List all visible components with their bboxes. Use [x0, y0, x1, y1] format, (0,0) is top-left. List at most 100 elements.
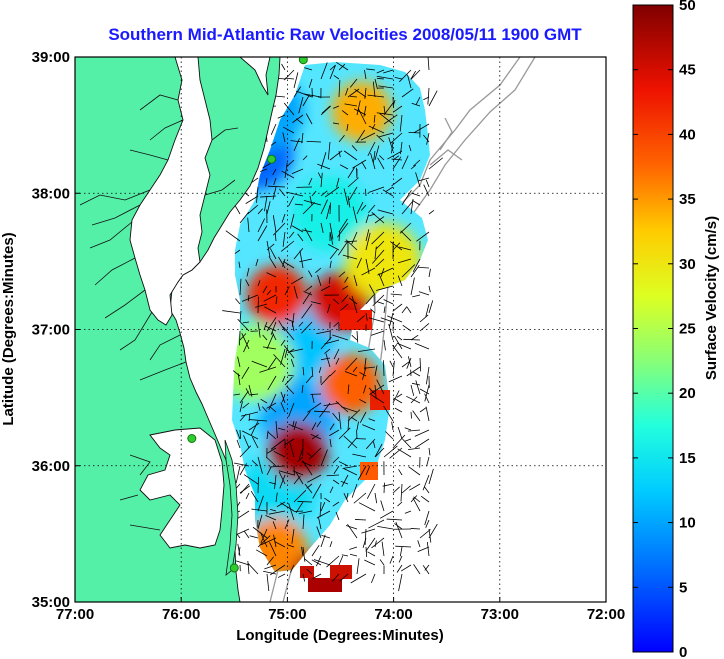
velocity-vectors	[222, 57, 444, 592]
velocity-vector	[412, 410, 421, 422]
velocity-vector	[286, 191, 304, 197]
velocity-vector	[419, 314, 429, 323]
velocity-vector	[383, 445, 398, 458]
velocity-vector	[410, 164, 416, 170]
velocity-vector	[392, 434, 406, 449]
velocity-vector	[309, 195, 313, 206]
velocity-vector	[410, 528, 421, 530]
velocity-vector	[357, 465, 367, 481]
velocity-vector	[262, 285, 268, 294]
velocity-vector	[379, 155, 385, 161]
velocity-vector	[424, 486, 430, 494]
velocity-vector	[393, 105, 403, 113]
velocity-vector	[273, 450, 286, 458]
velocity-vector	[239, 485, 251, 494]
velocity-vector	[412, 294, 421, 298]
velocity-vector	[323, 402, 340, 407]
velocity-vector	[308, 270, 313, 278]
velocity-vector	[374, 492, 378, 504]
velocity-vector	[374, 365, 378, 377]
velocity-vector	[317, 516, 322, 530]
velocity-vector	[332, 412, 340, 422]
velocity-vector	[279, 474, 286, 489]
velocity-vector	[341, 294, 349, 303]
velocity-vector	[365, 214, 370, 224]
velocity-vector	[320, 172, 323, 188]
velocity-vector	[375, 447, 385, 458]
velocity-vector	[371, 537, 385, 549]
velocity-vector	[264, 306, 277, 314]
colorbar-tick-label: 50	[679, 0, 696, 14]
velocity-vector	[401, 306, 408, 314]
velocity-vector	[302, 460, 313, 476]
velocity-vector	[338, 555, 344, 566]
velocity-vector	[383, 482, 385, 494]
velocity-vector	[388, 375, 403, 383]
velocity-vector	[428, 468, 434, 485]
velocity-vector	[356, 257, 362, 269]
velocity-vector	[263, 570, 277, 575]
velocity-vector	[251, 436, 259, 449]
velocity-vector	[305, 285, 313, 292]
velocity-vector	[250, 490, 259, 503]
velocity-cell	[268, 422, 329, 483]
velocity-vector	[356, 315, 365, 323]
velocity-vector	[310, 301, 322, 305]
velocity-vector	[332, 456, 340, 464]
velocity-vector	[397, 275, 403, 287]
velocity-vector	[370, 153, 376, 170]
velocity-vector	[329, 64, 336, 71]
velocity-vector	[267, 431, 277, 440]
velocity-vector	[275, 420, 278, 439]
velocity-vector	[340, 480, 349, 485]
velocity-vector	[414, 429, 430, 437]
velocity-vector	[352, 366, 358, 373]
velocity-vector	[395, 545, 412, 548]
velocity-vector	[423, 96, 430, 101]
velocity-vector	[402, 324, 412, 332]
radar-station-marker	[229, 563, 239, 573]
velocity-vector	[286, 159, 295, 167]
velocity-vector	[379, 559, 385, 566]
velocity-vector	[248, 393, 259, 396]
velocity-vector	[351, 145, 358, 152]
velocity-vector	[306, 140, 322, 143]
figure-title: Southern Mid-Atlantic Raw Velocities 200…	[108, 25, 582, 44]
velocity-vector	[373, 441, 376, 449]
velocity-vector	[239, 429, 242, 439]
velocity-vector	[288, 348, 304, 353]
velocity-vector	[395, 522, 403, 539]
x-tick-label: 75:00	[268, 606, 306, 623]
velocity-vector	[268, 393, 277, 411]
velocity-vector	[257, 321, 261, 338]
colorbar-tick-label: 20	[679, 385, 696, 402]
velocity-vector	[280, 402, 286, 413]
velocity-vector	[265, 177, 268, 187]
velocity-vector	[376, 77, 385, 80]
velocity-vector	[416, 231, 430, 242]
velocity-vector	[261, 537, 277, 546]
velocity-vector	[370, 394, 385, 404]
velocity-vector	[299, 250, 304, 269]
velocity-vector	[396, 335, 403, 341]
colorbar-tick-label: 35	[679, 191, 696, 208]
velocity-vector	[364, 357, 367, 370]
velocity-vector	[394, 76, 403, 80]
velocity-vector	[375, 258, 385, 268]
velocity-vector	[248, 422, 260, 431]
velocity-vector	[366, 68, 376, 71]
velocity-vector	[311, 434, 319, 440]
x-axis-label: Longitude (Degrees:Minutes)	[236, 627, 444, 644]
velocity-vector	[299, 447, 304, 459]
velocity-vector	[329, 249, 338, 260]
velocity-vector	[365, 537, 376, 552]
velocity-vector	[302, 573, 306, 582]
velocity-vector	[392, 99, 396, 107]
velocity-vector	[302, 366, 305, 376]
velocity-vector	[396, 564, 403, 573]
velocity-vector	[241, 333, 250, 350]
velocity-vector	[298, 321, 304, 327]
velocity-vector	[285, 438, 295, 445]
velocity-vector	[374, 443, 383, 458]
